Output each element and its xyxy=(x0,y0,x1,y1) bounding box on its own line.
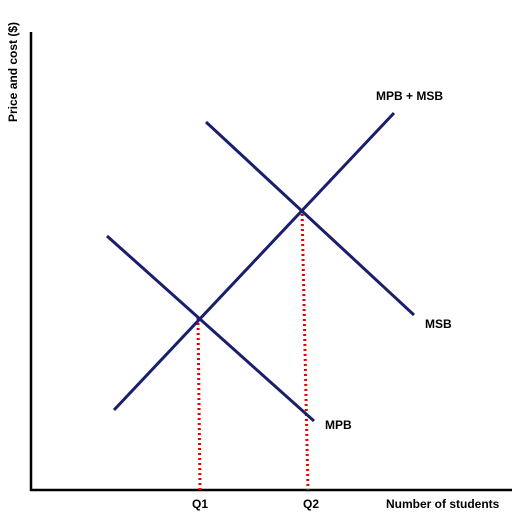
q2-drop-line xyxy=(300,208,310,491)
mpb-msb-curve-label: MPB + MSB xyxy=(376,89,443,103)
y-axis-title: Price and cost ($) xyxy=(6,22,20,122)
msb-curve-label: MSB xyxy=(425,317,452,331)
mpb-curve xyxy=(106,234,315,423)
q1-tick-label: Q1 xyxy=(192,497,208,511)
msb-curve xyxy=(204,120,416,317)
q1-drop-line xyxy=(196,317,202,491)
mpb-msb-curve xyxy=(112,111,396,412)
mpb-curve-label: MPB xyxy=(325,418,352,432)
x-axis-title: Number of students xyxy=(386,497,500,511)
q2-tick-label: Q2 xyxy=(303,497,319,511)
